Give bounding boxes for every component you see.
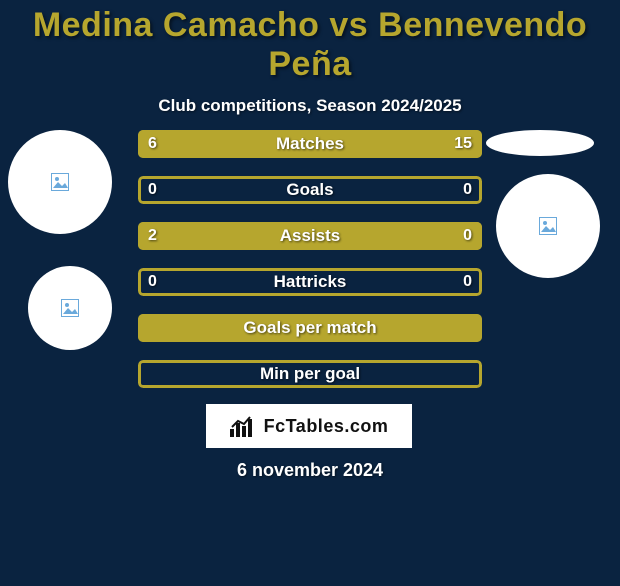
stat-value-right: 15 xyxy=(454,130,472,158)
stat-label: Goals xyxy=(138,176,482,204)
stat-row: Assists2 0 xyxy=(138,222,482,250)
placeholder-image-icon xyxy=(61,299,79,317)
branding-text: FcTables.com xyxy=(264,416,389,437)
stat-value-right: 0 xyxy=(463,268,472,296)
stat-value-left: 2 xyxy=(148,222,157,250)
generated-date: 6 november 2024 xyxy=(0,460,620,481)
stat-label: Hattricks xyxy=(138,268,482,296)
stat-value-right: 0 xyxy=(463,176,472,204)
player2-photo xyxy=(496,174,600,278)
stats-panel: Matches615Goals00Assists20Hattricks00Goa… xyxy=(138,130,482,406)
stat-label: Min per goal xyxy=(138,360,482,388)
stat-label: Assists xyxy=(138,222,482,250)
stat-row: Min per goal xyxy=(138,360,482,388)
page-subtitle: Club competitions, Season 2024/2025 xyxy=(0,96,620,116)
placeholder-image-icon xyxy=(51,173,69,191)
player1-photo xyxy=(8,130,112,234)
stat-row: Matches6 15 xyxy=(138,130,482,158)
page-title: Medina Camacho vs Bennevendo Peña xyxy=(0,6,620,84)
stat-row: Goals0 0 xyxy=(138,176,482,204)
placeholder-image-icon xyxy=(539,217,557,235)
stat-value-right: 0 xyxy=(463,222,472,250)
player2-club xyxy=(28,266,112,350)
stat-row: Hattricks0 0 xyxy=(138,268,482,296)
player1-club xyxy=(486,130,594,156)
fctables-logo-icon xyxy=(230,415,258,437)
stat-value-left: 0 xyxy=(148,268,157,296)
stat-value-left: 0 xyxy=(148,176,157,204)
stat-label: Goals per match xyxy=(138,314,482,342)
stat-label: Matches xyxy=(138,130,482,158)
stat-value-left: 6 xyxy=(148,130,157,158)
stat-row: Goals per match xyxy=(138,314,482,342)
branding-badge: FcTables.com xyxy=(206,404,412,448)
